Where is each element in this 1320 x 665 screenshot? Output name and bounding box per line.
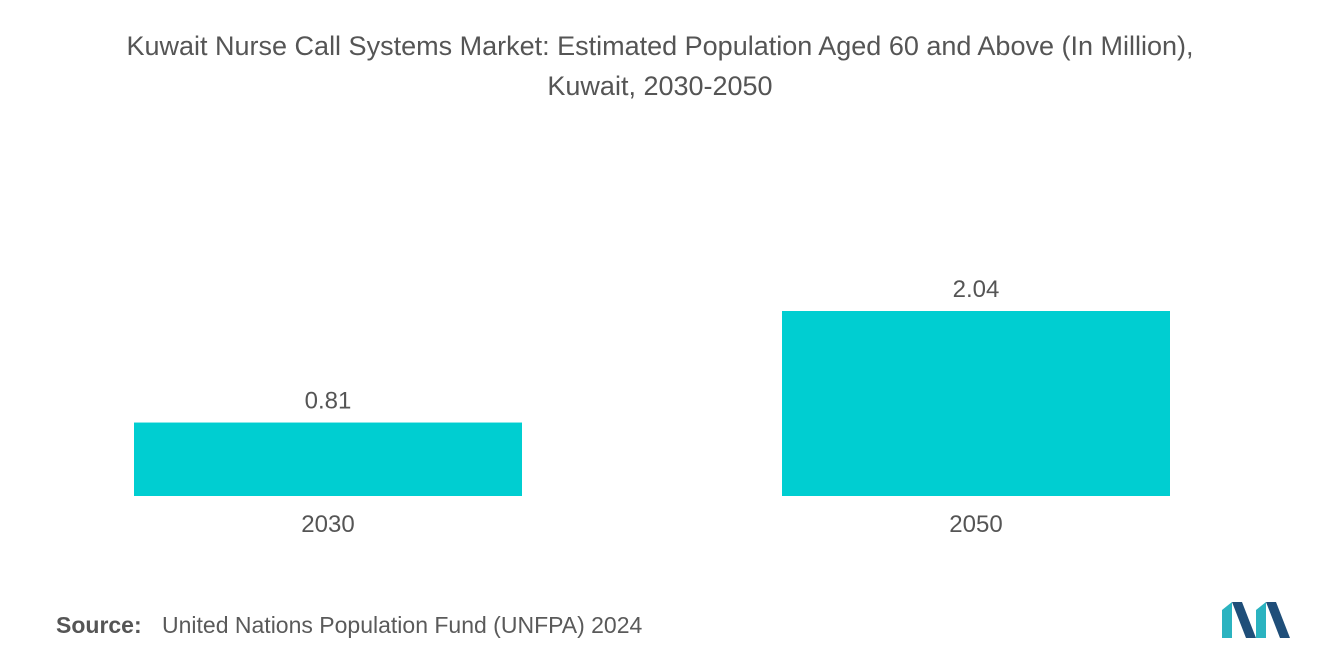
bar-chart: 0.81 2030 2.04 2050	[134, 276, 1170, 538]
source-text: United Nations Population Fund (UNFPA) 2…	[162, 612, 643, 638]
data-label-2030: 0.81	[305, 388, 352, 415]
chart-title: Kuwait Nurse Call Systems Market: Estima…	[0, 26, 1320, 106]
x-tick-label-2050: 2050	[949, 511, 1002, 538]
bar-2030	[134, 422, 522, 496]
source-label: Source:	[56, 612, 142, 638]
brand-logo-icon	[1222, 602, 1290, 638]
source-note: Source: United Nations Population Fund (…	[56, 612, 642, 639]
chart-title-line-2: Kuwait, 2030-2050	[547, 71, 773, 101]
x-tick-label-2030: 2030	[301, 511, 354, 538]
chart-title-line-1: Kuwait Nurse Call Systems Market: Estima…	[126, 31, 1194, 61]
data-label-2050: 2.04	[953, 276, 1000, 303]
bar-2050	[782, 311, 1170, 496]
